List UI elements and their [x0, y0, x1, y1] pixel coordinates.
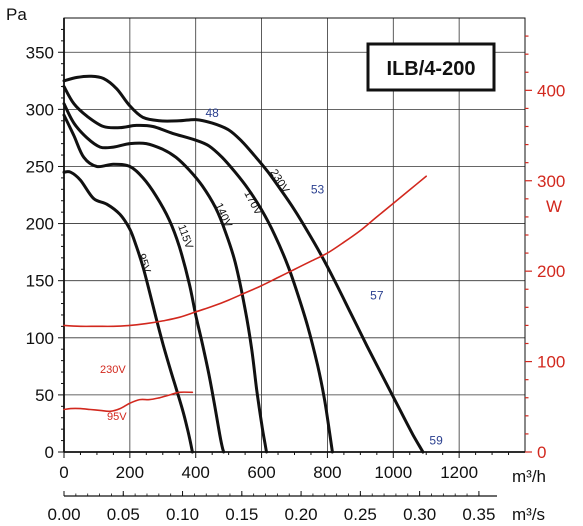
- noise-annotation: 59: [429, 434, 443, 448]
- secondary-tick-label: 0.00: [47, 505, 80, 524]
- noise-annotation: 48: [205, 106, 219, 120]
- x-tick-label: 800: [313, 463, 341, 482]
- right-tick-label: 200: [537, 262, 565, 281]
- series-line-left-170v: [62, 85, 334, 454]
- series-label: 230V: [100, 364, 126, 376]
- right-tick-label: 400: [537, 81, 565, 100]
- left-tick-label: 0: [45, 443, 54, 462]
- right-tick-label: 0: [537, 443, 546, 462]
- series-line-right-95v: [63, 391, 194, 413]
- left-axis-unit: Pa: [6, 5, 27, 24]
- series-line-left-140v: [62, 102, 268, 454]
- left-tick-label: 200: [26, 215, 54, 234]
- left-tick-label: 50: [35, 386, 54, 405]
- secondary-tick-label: 0.15: [225, 505, 258, 524]
- noise-annotation: 57: [370, 289, 384, 303]
- left-tick-label: 150: [26, 272, 54, 291]
- x-tick-label: 0: [59, 463, 68, 482]
- secondary-tick-label: 0.05: [107, 505, 140, 524]
- series-line-left-115v: [62, 113, 226, 454]
- right-axis-unit: W: [546, 197, 562, 216]
- x-tick-label: 1000: [374, 463, 412, 482]
- left-tick-label: 300: [26, 100, 54, 119]
- right-tick-label: 300: [537, 172, 565, 191]
- title-box: ILB/4-200: [366, 42, 496, 92]
- series-line-right-230v: [63, 175, 427, 328]
- right-tick-label: 100: [537, 353, 565, 372]
- left-tick-label: 100: [26, 329, 54, 348]
- series-line-left-95v: [62, 170, 194, 454]
- series-label: 95V: [107, 411, 127, 423]
- secondary-tick-label: 0.10: [166, 505, 199, 524]
- series-label: 95V: [135, 252, 153, 275]
- chart-title: ILB/4-200: [387, 58, 476, 80]
- secondary-tick-label: 0.35: [462, 505, 495, 524]
- left-tick-label: 250: [26, 157, 54, 176]
- secondary-tick-label: 0.20: [285, 505, 318, 524]
- x-tick-label: 1200: [440, 463, 478, 482]
- secondary-axis-unit: m³/s: [512, 505, 545, 524]
- noise-annotation: 53: [311, 182, 325, 196]
- series-label: 170V: [241, 189, 264, 218]
- x-axis-unit: m³/h: [512, 467, 546, 486]
- x-tick-label: 600: [247, 463, 275, 482]
- axes: [58, 18, 532, 497]
- left-tick-label: 350: [26, 43, 54, 62]
- x-tick-label: 400: [182, 463, 210, 482]
- x-tick-label: 200: [116, 463, 144, 482]
- secondary-tick-label: 0.25: [344, 505, 377, 524]
- series-label: 140V: [212, 201, 234, 230]
- series-label: 230V: [267, 167, 291, 196]
- series-line-left-230v: [62, 74, 425, 454]
- secondary-tick-label: 0.30: [403, 505, 436, 524]
- curves: [62, 74, 427, 454]
